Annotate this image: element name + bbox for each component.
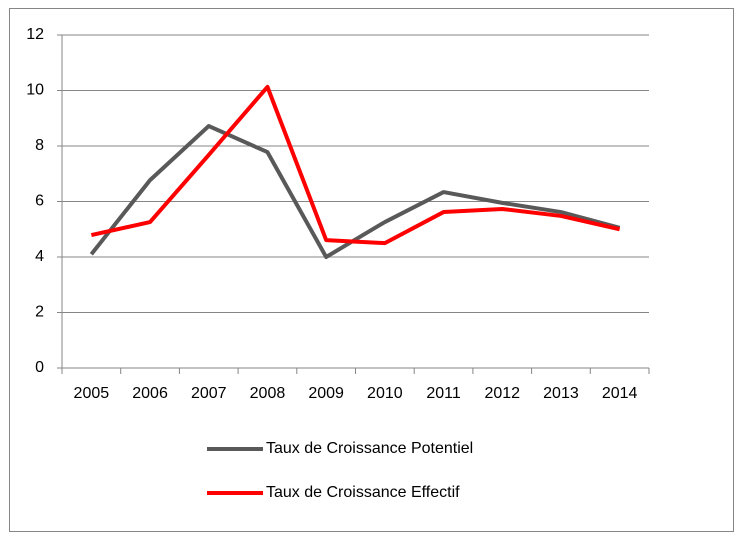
y-tick-label: 4: [35, 248, 44, 265]
x-tick-label: 2008: [250, 385, 286, 402]
y-tick-label: 10: [26, 82, 44, 99]
x-tick-label: 2006: [132, 385, 168, 402]
y-tick-label: 2: [35, 304, 44, 321]
x-tick-label: 2012: [484, 385, 520, 402]
x-tick-label: 2009: [308, 385, 344, 402]
legend-label: Taux de Croissance Potentiel: [266, 440, 473, 457]
x-tick-label: 2014: [602, 385, 638, 402]
x-tick-label: 2011: [426, 385, 461, 402]
y-tick-label: 0: [35, 359, 44, 376]
y-tick-label: 8: [35, 137, 44, 154]
x-tick-label: 2005: [74, 385, 110, 402]
series-line: [89, 124, 621, 259]
x-tick-label: 2010: [367, 385, 403, 402]
chart-frame: [9, 8, 734, 532]
x-tick-label: 2013: [543, 385, 579, 402]
y-tick-label: 6: [35, 193, 44, 210]
y-tick-label: 12: [26, 26, 44, 43]
x-tick-label: 2007: [191, 385, 227, 402]
legend-label: Taux de Croissance Effectif: [266, 484, 460, 501]
series-line: [90, 84, 621, 246]
